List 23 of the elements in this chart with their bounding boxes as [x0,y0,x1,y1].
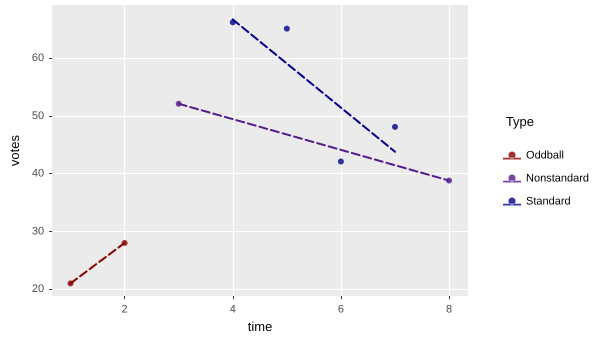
point [392,124,398,130]
x-tick-label: 4 [230,304,236,316]
y-tick-label: 30 [32,225,44,238]
legend-label: Nonstandard [526,172,590,184]
point [230,19,236,26]
y-axis-title: votes [7,134,22,166]
point [338,158,344,165]
y-tick-label: 50 [32,110,44,122]
legend-label: Standard [526,196,571,208]
y-tick-label: 20 [32,283,44,296]
point [176,100,182,107]
y-tick-label: 40 [32,168,44,180]
x-tick-label: 2 [122,304,128,316]
point [122,240,128,246]
legend-title: Type [506,114,534,129]
point [284,26,290,32]
x-axis-title: time [248,319,272,334]
y-tick-label: 60 [32,52,44,64]
point [446,178,452,184]
x-tick-label: 6 [338,304,344,316]
point [68,280,74,286]
x-tick-label: 8 [446,304,452,316]
legend-label: Oddball [526,150,564,162]
